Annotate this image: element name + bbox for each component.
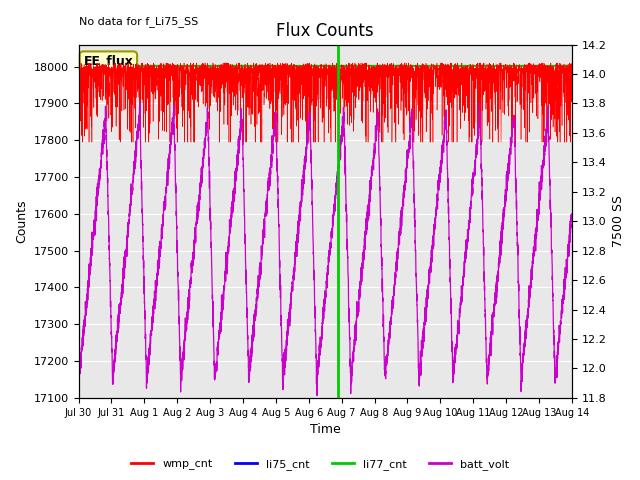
Text: No data for f_Li75_SS: No data for f_Li75_SS bbox=[79, 16, 198, 27]
Title: Flux Counts: Flux Counts bbox=[276, 22, 374, 40]
X-axis label: Time: Time bbox=[310, 423, 340, 436]
Legend: wmp_cnt, li75_cnt, li77_cnt, batt_volt: wmp_cnt, li75_cnt, li77_cnt, batt_volt bbox=[127, 455, 513, 474]
Text: EE_flux: EE_flux bbox=[83, 55, 133, 68]
Y-axis label: 7500 SS: 7500 SS bbox=[612, 195, 625, 247]
Y-axis label: Counts: Counts bbox=[15, 200, 28, 243]
